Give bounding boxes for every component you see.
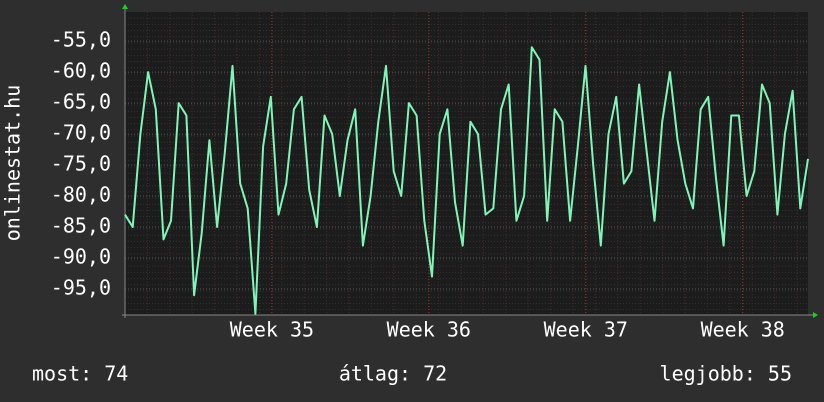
y-tick-label: -75,0 (51, 152, 111, 176)
footer-best: legjobb: 55 (660, 362, 792, 386)
footer-average: átlag: 72 (339, 362, 447, 386)
plot-area (125, 12, 808, 315)
data-line (124, 46, 809, 315)
y-tick-label: -60,0 (51, 59, 111, 83)
y-tick-label: -85,0 (51, 214, 111, 238)
y-tick-label: -70,0 (51, 121, 111, 145)
x-tick-label: Week 36 (387, 318, 471, 342)
y-axis-label: onlinestat.hu (1, 85, 25, 242)
x-tick-label: Week 38 (701, 318, 785, 342)
y-tick-label: -55,0 (51, 28, 111, 52)
y-tick-label: -90,0 (51, 244, 111, 268)
x-tick-label: Week 37 (544, 318, 628, 342)
x-tick-label: Week 35 (230, 318, 314, 342)
y-tick-label: -80,0 (51, 183, 111, 207)
y-tick-label: -95,0 (51, 275, 111, 299)
y-tick-label: -65,0 (51, 90, 111, 114)
axis-arrow (122, 4, 128, 9)
footer-current: most: 74 (32, 362, 128, 386)
axis-arrow (813, 312, 818, 318)
